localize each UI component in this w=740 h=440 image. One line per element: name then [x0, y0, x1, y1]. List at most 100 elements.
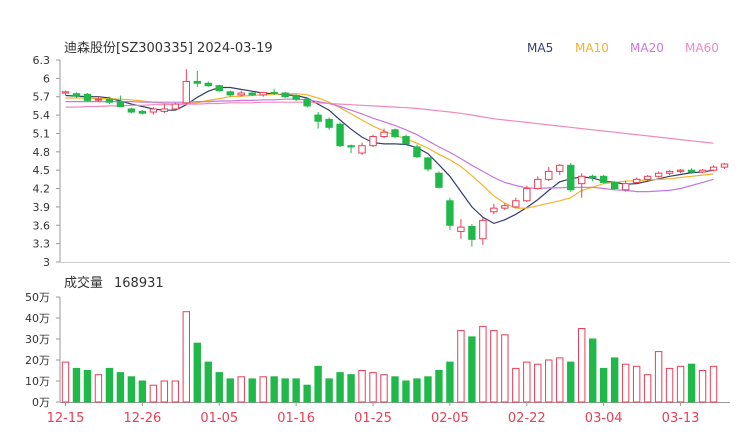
legend-ma5: MA5 — [527, 41, 553, 55]
candle-body — [325, 118, 333, 128]
candle-body — [610, 181, 619, 190]
candle-body — [424, 157, 432, 170]
candle-body — [435, 172, 443, 188]
volume-bar — [391, 376, 399, 403]
candle-body — [654, 172, 663, 177]
candle — [413, 144, 421, 158]
volume-bar — [193, 342, 201, 403]
price-tick-label: 3 — [43, 256, 50, 269]
volume-bar — [138, 380, 147, 403]
volume-bar — [105, 367, 114, 403]
candle-body — [578, 175, 586, 185]
candle — [512, 197, 520, 209]
candle — [468, 224, 476, 247]
volume-bar — [413, 378, 421, 403]
legend-ma60: MA60 — [685, 41, 719, 55]
price-tick-label: 5.7 — [33, 91, 51, 104]
volume-bar — [424, 376, 432, 403]
candle-body — [193, 80, 201, 84]
candle-body — [116, 101, 125, 108]
candle-body — [556, 164, 564, 172]
price-tick-label: 3.6 — [33, 219, 51, 232]
candle-body — [270, 91, 278, 94]
volume-bar — [709, 365, 718, 403]
candle-body — [149, 108, 158, 113]
candle-body — [226, 91, 234, 96]
candle-body — [347, 145, 355, 148]
price-tick-label: 3.9 — [33, 201, 51, 214]
date-tick-label: 02-22 — [508, 411, 546, 426]
candle-body — [72, 93, 81, 97]
volume-bar — [369, 372, 377, 403]
volume-bar — [292, 378, 300, 403]
candle — [643, 175, 652, 181]
volume-bar — [556, 357, 564, 403]
price-tick-label: 5.1 — [33, 127, 51, 140]
volume-bar — [578, 328, 586, 403]
volume-bar — [643, 374, 652, 403]
price-tick-label: 4.8 — [33, 146, 51, 159]
volume-bar — [61, 361, 70, 403]
candle — [402, 134, 410, 145]
candle-body — [402, 136, 410, 145]
candle-body — [248, 92, 256, 96]
volume-tick-label: 0万 — [32, 396, 50, 409]
candle — [380, 128, 388, 139]
candle — [556, 164, 564, 176]
candle — [523, 185, 531, 203]
candle — [457, 219, 465, 239]
candle-body — [105, 98, 114, 103]
volume-bar — [116, 372, 125, 403]
candle — [709, 165, 718, 172]
candle — [281, 91, 289, 98]
volume-bar — [270, 376, 278, 403]
volume-bar — [545, 359, 553, 403]
volume-bar — [182, 311, 191, 403]
volume-bar — [281, 378, 289, 403]
volume-bar — [402, 380, 410, 403]
candle — [149, 107, 158, 115]
volume-bar — [72, 367, 81, 403]
volume-bar — [336, 372, 344, 403]
volume-bar — [698, 370, 707, 403]
candle — [545, 167, 553, 182]
ma-line-ma5 — [65, 86, 714, 225]
volume-bar — [325, 378, 333, 403]
volume-bar — [468, 336, 476, 403]
candle-body — [127, 108, 136, 113]
price-axis: 3 3.3 3.6 3.9 4.2 4.5 4.8 5.1 5.4 5.7 6 6.3 — [33, 54, 60, 269]
candle — [248, 91, 256, 97]
candle — [138, 110, 147, 115]
candle — [105, 96, 114, 105]
volume-bar — [479, 325, 487, 403]
candle-body — [413, 146, 421, 158]
candle-body — [303, 98, 311, 107]
candle — [72, 92, 81, 98]
volume-bar — [435, 370, 443, 403]
date-tick-label: 12-26 — [123, 411, 161, 426]
volume-bar — [204, 361, 212, 403]
candle-body — [259, 91, 267, 96]
candle-body — [643, 175, 652, 180]
candle-body — [314, 114, 322, 122]
price-tick-label: 4.5 — [33, 164, 51, 177]
candle — [347, 144, 355, 154]
candle — [698, 168, 707, 174]
candle-body — [567, 164, 575, 191]
candle — [182, 69, 191, 105]
volume-bar — [259, 376, 267, 403]
candle-body — [589, 175, 597, 179]
candle-body — [490, 207, 498, 213]
volume-bar — [248, 378, 256, 403]
volume-bar — [599, 367, 608, 403]
candle-body — [61, 91, 70, 94]
candle-body — [292, 95, 300, 100]
candle-body — [632, 178, 641, 183]
candle-body — [369, 136, 377, 147]
volume-value: 168931 — [114, 276, 164, 291]
moving-average-lines — [65, 86, 714, 225]
candle — [226, 90, 234, 97]
candle — [589, 174, 597, 182]
volume-bar — [610, 357, 619, 403]
candle — [369, 134, 377, 147]
